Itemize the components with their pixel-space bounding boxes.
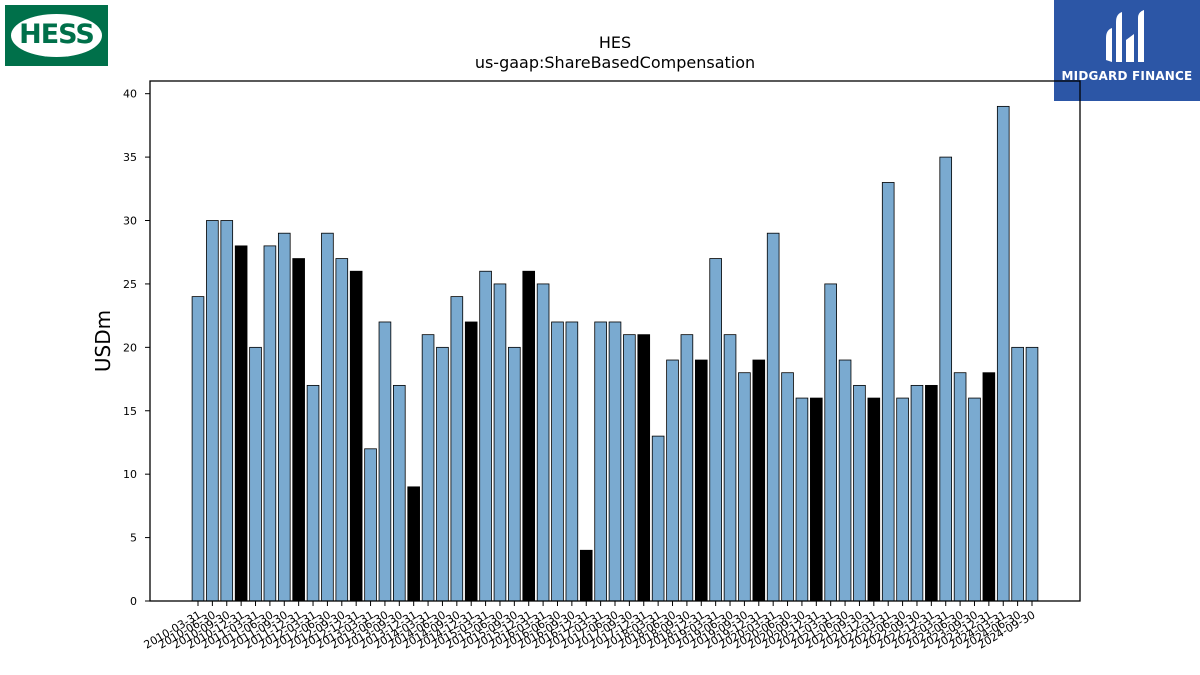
bar-2014-06-30 (436, 346, 449, 602)
bar-2019-03-31 (709, 258, 722, 602)
bar-2018-09-30 (680, 334, 694, 602)
bar-2010-12-31 (234, 245, 248, 602)
hess-logo-oval: HESS (11, 14, 102, 57)
bar-2023-12-31 (982, 372, 996, 602)
midgard-logo-text: MIDGARD FINANCE (1061, 69, 1193, 83)
bar-2013-09-30 (393, 384, 406, 602)
y-tick-label: 35 (123, 151, 137, 164)
chart-title: HES (599, 33, 631, 52)
bar-2016-06-30 (551, 321, 564, 602)
bar-2015-03-31 (479, 270, 492, 602)
bar-2017-12-31 (637, 334, 651, 602)
y-tick-label: 5 (130, 532, 137, 545)
bar-2019-09-30 (738, 372, 751, 602)
bar-2011-06-30 (263, 245, 277, 602)
bar-2022-06-30 (896, 397, 909, 602)
bar-2012-12-31 (349, 270, 363, 602)
bar-2013-06-30 (378, 321, 392, 602)
bar-2024-06-30 (1011, 346, 1024, 602)
bar-2018-06-30 (666, 359, 679, 602)
bar-2017-09-30 (623, 334, 636, 602)
bar-2011-12-31 (292, 258, 305, 602)
bar-2016-12-31 (579, 549, 593, 602)
bar-2015-12-31 (522, 270, 536, 602)
y-axis-label: USDm (91, 310, 115, 372)
bar-2020-12-31 (810, 397, 823, 602)
bar-2013-12-31 (407, 486, 420, 602)
y-tick-label: 30 (123, 215, 137, 228)
hess-logo-text: HESS (19, 19, 95, 50)
plot-frame (149, 80, 1081, 602)
bar-2023-06-30 (953, 372, 967, 602)
bar-2019-06-30 (723, 334, 737, 602)
bar-2010-03-31 (191, 296, 205, 602)
bar-2021-09-30 (853, 384, 866, 602)
bar-2011-03-31 (249, 346, 262, 602)
y-tick-label: 20 (123, 341, 137, 354)
bar-2018-03-31 (651, 435, 665, 602)
y-tick-label: 40 (123, 88, 137, 101)
hess-logo: HESS (5, 5, 108, 66)
midgard-emblem-icon (1106, 10, 1144, 62)
bar-2017-03-31 (594, 321, 607, 602)
bar-2016-03-31 (536, 283, 550, 602)
midgard-finance-logo: MIDGARD FINANCE (1054, 0, 1200, 101)
bar-2021-12-31 (867, 397, 881, 602)
bar-2022-09-30 (910, 384, 924, 602)
bars-group (191, 105, 1039, 602)
bar-2010-06-30 (206, 220, 219, 602)
bar-2021-03-31 (824, 283, 837, 602)
bar-2013-03-31 (364, 448, 377, 602)
bar-2014-03-31 (421, 334, 435, 602)
bar-2022-12-31 (925, 384, 938, 602)
bar-2016-09-30 (565, 321, 579, 602)
bar-2019-12-31 (752, 359, 766, 602)
bar-2010-09-30 (220, 220, 234, 602)
bar-2018-12-31 (694, 359, 708, 602)
y-axis-ticks: 0 5 10 15 20 25 30 35 40 (123, 88, 150, 608)
x-axis-ticks: 2010-03-312010-06-302010-09-302010-12-31… (142, 601, 1038, 652)
bar-2023-03-31 (939, 156, 953, 602)
bar-2023-09-30 (968, 397, 981, 602)
bar-2015-09-30 (508, 346, 521, 602)
bar-2012-09-30 (335, 258, 349, 602)
bar-2024-09-30 (1025, 346, 1039, 602)
bar-2012-06-30 (321, 232, 334, 602)
y-tick-label: 10 (123, 468, 137, 481)
bar-2021-06-30 (838, 359, 852, 602)
bar-2024-03-31 (996, 105, 1010, 602)
y-tick-label: 0 (130, 595, 137, 608)
bar-2020-09-30 (795, 397, 809, 602)
bar-2015-06-30 (493, 283, 507, 602)
bar-2020-06-30 (781, 372, 794, 602)
bar-2011-09-30 (277, 232, 291, 602)
y-tick-label: 15 (123, 405, 137, 418)
bar-2017-06-30 (608, 321, 622, 602)
bar-2020-03-31 (766, 232, 780, 602)
y-tick-label: 25 (123, 278, 137, 291)
bar-2014-09-30 (450, 296, 464, 602)
bar-2022-03-31 (881, 182, 895, 602)
chart-subtitle: us-gaap:ShareBasedCompensation (475, 53, 755, 72)
bar-2014-12-31 (464, 321, 478, 602)
bar-2012-03-31 (306, 384, 320, 602)
